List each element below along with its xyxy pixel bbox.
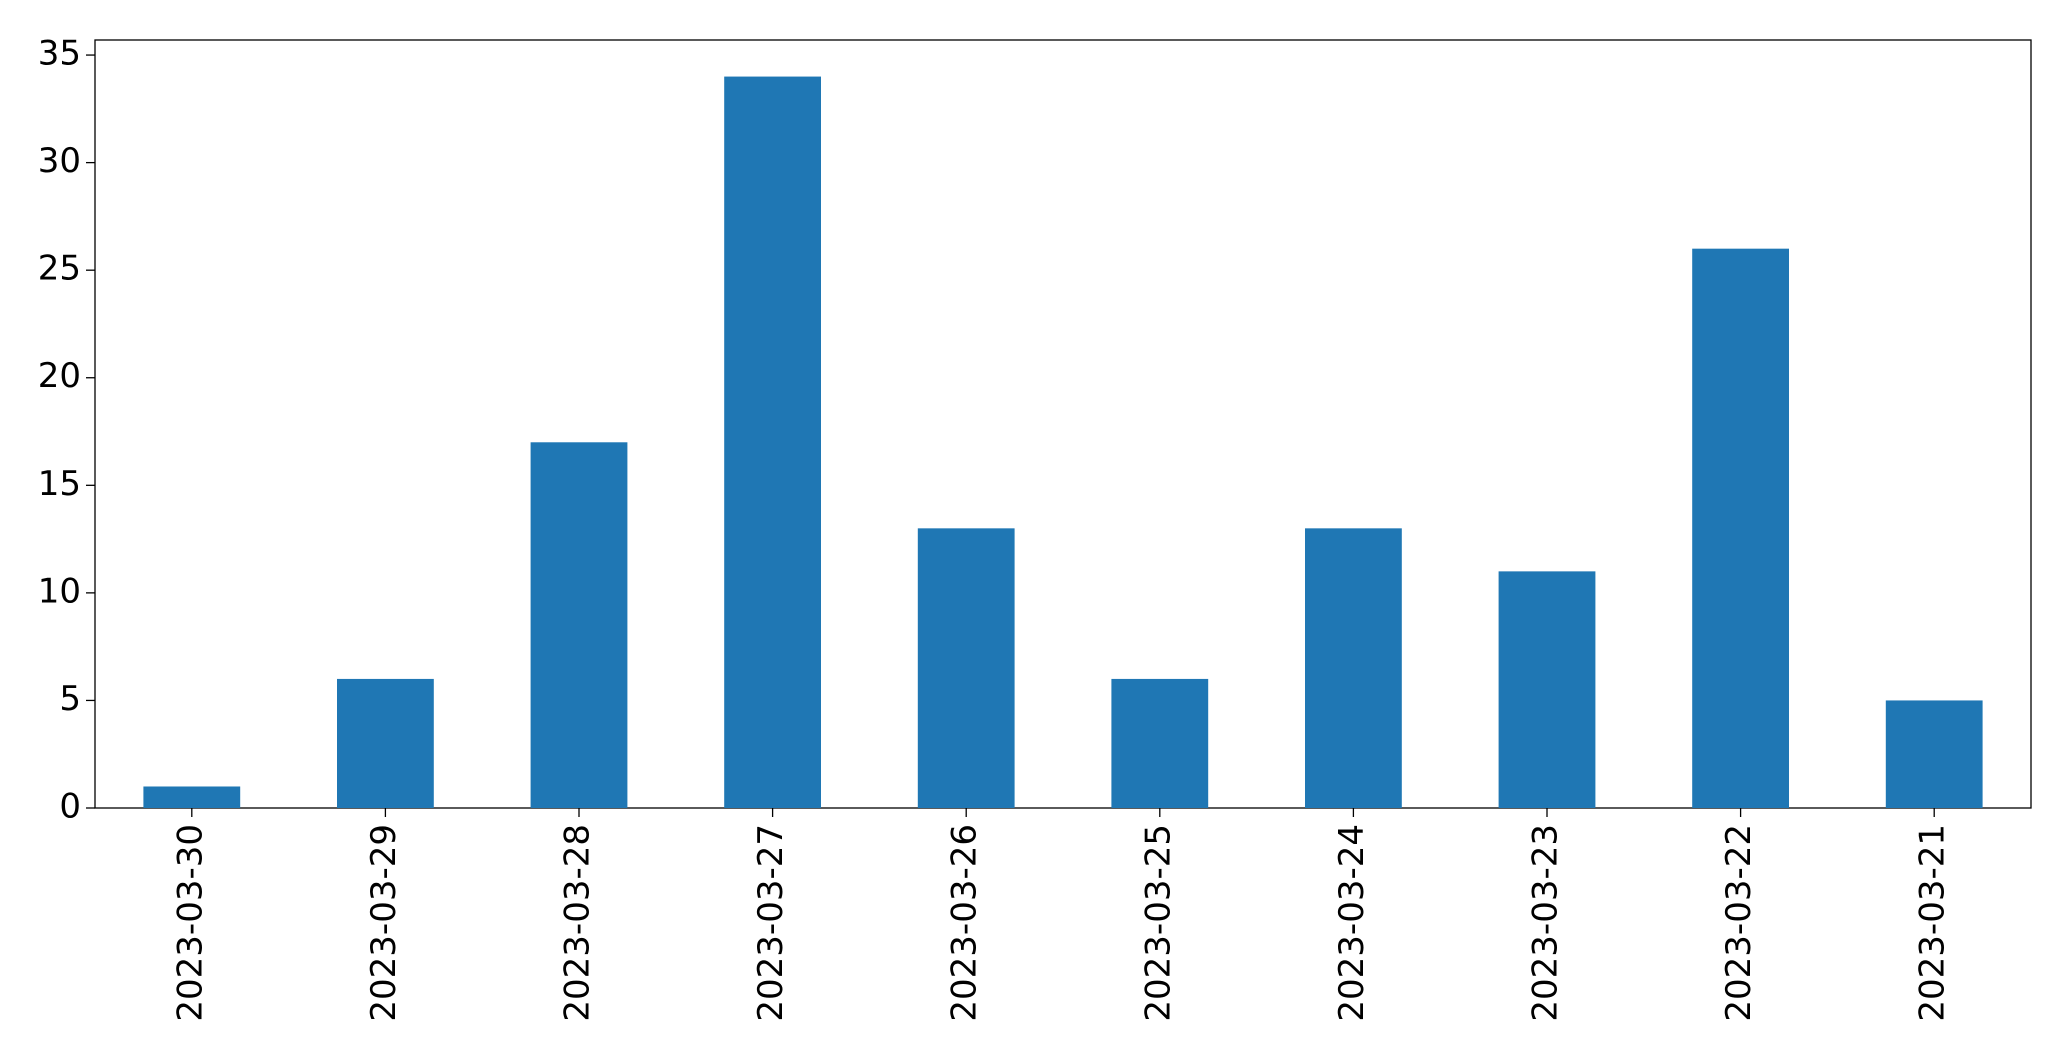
x-tick-label: 2023-03-25: [1138, 824, 1178, 1022]
bar: [530, 442, 628, 808]
bar: [143, 786, 241, 808]
x-tick-label: 2023-03-29: [364, 824, 404, 1022]
bar: [917, 528, 1015, 808]
x-tick-label: 2023-03-22: [1719, 824, 1759, 1022]
x-tick-label: 2023-03-28: [558, 824, 598, 1022]
bar: [1305, 528, 1402, 808]
y-tick-label: 15: [38, 464, 81, 504]
y-tick-label: 35: [38, 34, 81, 74]
x-tick-label: 2023-03-30: [170, 824, 210, 1022]
y-tick-label: 30: [38, 141, 81, 181]
y-tick-label: 20: [38, 356, 81, 396]
bar: [1498, 571, 1596, 808]
x-tick-label: 2023-03-23: [1526, 824, 1566, 1022]
x-tick-label: 2023-03-27: [751, 824, 791, 1022]
x-tick-label: 2023-03-21: [1913, 824, 1953, 1022]
bar: [337, 678, 434, 808]
y-tick-label: 25: [38, 249, 81, 289]
y-tick-label: 10: [38, 571, 81, 611]
bar: [1885, 700, 1983, 808]
x-tick-label: 2023-03-26: [945, 824, 985, 1022]
y-tick-label: 5: [59, 679, 81, 719]
bar: [1111, 678, 1209, 808]
bar: [724, 76, 821, 809]
y-tick-label: 0: [59, 787, 81, 827]
x-tick-label: 2023-03-24: [1332, 824, 1372, 1022]
bar: [1692, 248, 1789, 809]
plot-frame: [94, 39, 2032, 809]
